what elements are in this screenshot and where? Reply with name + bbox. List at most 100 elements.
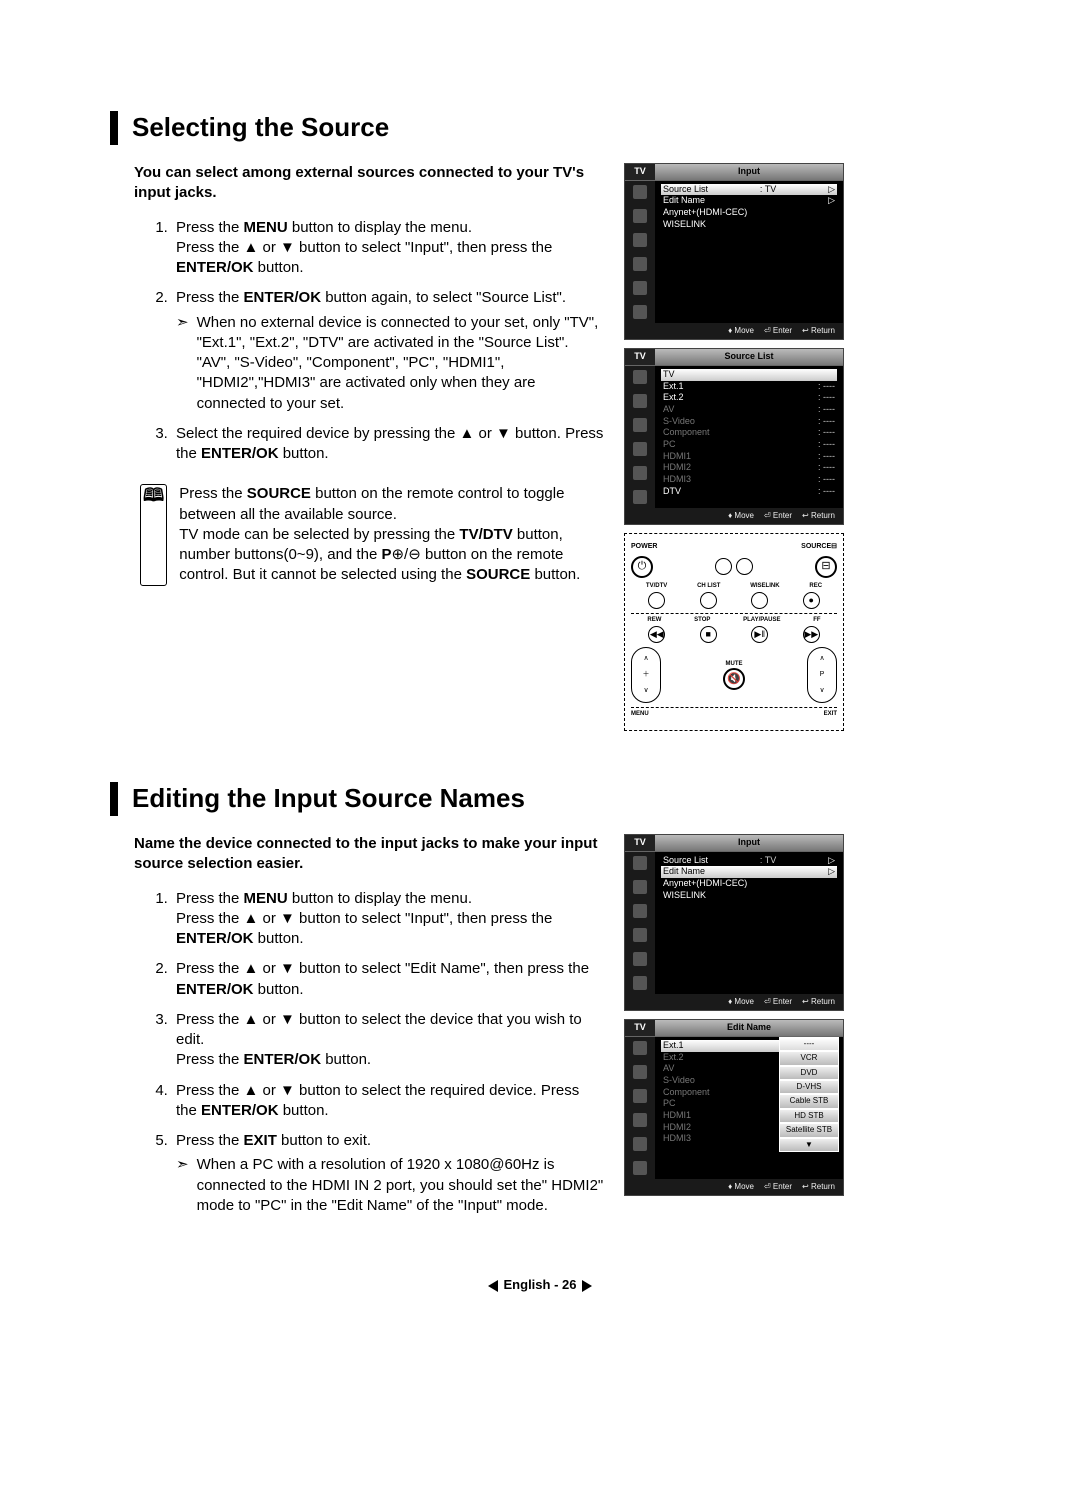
osd-row: Ext.1: ---- xyxy=(661,381,837,393)
ff-button-icon: ▶▶ xyxy=(803,626,820,643)
section-selecting-source: Selecting the Source You can select amon… xyxy=(110,110,970,731)
osd-input-menu-2: TV Input Source List: TV▷ Edit Name▷ Any… xyxy=(624,834,844,1011)
osd-tv-label: TV xyxy=(625,349,655,365)
osd-row-anynet: Anynet+(HDMI-CEC) xyxy=(661,207,837,219)
osd-footer: ♦ Move ⏎ Enter ↩ Return xyxy=(625,508,843,524)
remote-note-icon: 🕮 xyxy=(140,484,167,585)
tvdtv-button-icon xyxy=(648,592,665,609)
step-5: Press the EXIT button to exit. ➣ When a … xyxy=(172,1131,604,1216)
osd-icon-column xyxy=(625,1037,655,1179)
steps-list: Press the MENU button to display the men… xyxy=(134,218,604,465)
exit-label: EXIT xyxy=(824,710,837,718)
osd-row-wiselink: WISELINK xyxy=(661,219,837,231)
remote-note: 🕮 Press the SOURCE button on the remote … xyxy=(134,484,604,585)
playpause-label: PLAY/PAUSE xyxy=(743,616,780,624)
dropdown-item: HD STB xyxy=(779,1109,839,1123)
osd-row-edit-name: Edit Name▷ xyxy=(661,195,837,207)
step-3: Select the required device by pressing t… xyxy=(172,424,604,465)
heading-bar xyxy=(110,111,118,145)
intro-text: Name the device connected to the input j… xyxy=(134,834,604,875)
section-heading: Editing the Input Source Names xyxy=(110,781,970,816)
dropdown-item: ---- xyxy=(779,1037,839,1051)
osd-row: PC: ---- xyxy=(661,439,837,451)
stop-label: STOP xyxy=(694,616,710,624)
step-5-note: When a PC with a resolution of 1920 x 10… xyxy=(197,1155,604,1216)
page-footer: English - 26 xyxy=(110,1276,970,1294)
osd-row: S-Video: ---- xyxy=(661,416,837,428)
osd-title: Edit Name xyxy=(655,1020,843,1036)
step-2: Press the ▲ or ▼ button to select "Edit … xyxy=(172,959,604,1000)
text-column: Name the device connected to the input j… xyxy=(134,834,604,1226)
dropdown-item: D-VHS xyxy=(779,1080,839,1094)
power-label: POWER xyxy=(631,542,657,551)
osd-row: HDMI2: ---- xyxy=(661,462,837,474)
osd-icon-column xyxy=(625,181,655,323)
section-title: Editing the Input Source Names xyxy=(132,781,525,816)
intro-text: You can select among external sources co… xyxy=(134,163,604,204)
osd-row: DTV: ---- xyxy=(661,486,837,498)
osd-source-list: TV Source List TV Ext.1: ---- Ext.2: ---… xyxy=(624,348,844,525)
program-rocker-icon: ∧ P ∨ xyxy=(807,647,837,703)
osd-row: HDMI1: ---- xyxy=(661,451,837,463)
osd-row: HDMI3: ---- xyxy=(661,474,837,486)
osd-tv-label: TV xyxy=(625,164,655,180)
menu-label: MENU xyxy=(631,710,649,718)
steps-list: Press the MENU button to display the men… xyxy=(134,889,604,1217)
play-button-icon: ▶‖ xyxy=(751,626,768,643)
osd-footer: ♦ Move ⏎ Enter ↩ Return xyxy=(625,994,843,1010)
osd-edit-name: TV Edit Name Ext.1: Ext.2: AV: S-Video: … xyxy=(624,1019,844,1196)
dropdown-item: DVD xyxy=(779,1066,839,1080)
step-3: Press the ▲ or ▼ button to select the de… xyxy=(172,1010,604,1071)
wiselink-button-icon xyxy=(751,592,768,609)
osd-row: Edit Name▷ xyxy=(661,866,837,878)
dropdown-item: VCR xyxy=(779,1051,839,1065)
osd-row: Component: ---- xyxy=(661,427,837,439)
osd-title: Input xyxy=(655,835,843,851)
osd-row: Ext.2: ---- xyxy=(661,392,837,404)
osd-footer: ♦ Move ⏎ Enter ↩ Return xyxy=(625,323,843,339)
note-arrow-icon: ➣ xyxy=(176,1155,189,1216)
volume-rocker-icon: ∧ ＋ ∨ xyxy=(631,647,661,703)
osd-tv-label: TV xyxy=(625,1020,655,1036)
section-editing-names: Editing the Input Source Names Name the … xyxy=(110,781,970,1226)
osd-tv-label: TV xyxy=(625,835,655,851)
tvdtv-label: TV/DTV xyxy=(646,582,667,590)
rew-label: REW xyxy=(647,616,661,624)
osd-title: Input xyxy=(655,164,843,180)
section-heading: Selecting the Source xyxy=(110,110,970,145)
rew-button-icon: ◀◀ xyxy=(648,626,665,643)
rec-button-icon: ● xyxy=(803,592,820,609)
text-column: You can select among external sources co… xyxy=(134,163,604,731)
step-2-note: When no external device is connected to … xyxy=(197,313,604,414)
osd-title: Source List xyxy=(655,349,843,365)
osd-row: Anynet+(HDMI-CEC) xyxy=(661,878,837,890)
small-button-icon xyxy=(736,558,753,575)
note-arrow-icon: ➣ xyxy=(176,313,189,414)
rec-label: REC xyxy=(809,582,822,590)
osd-row: AV: ---- xyxy=(661,404,837,416)
osd-row: WISELINK xyxy=(661,890,837,902)
osd-icon-column xyxy=(625,366,655,508)
osd-icon-column xyxy=(625,852,655,994)
heading-bar xyxy=(110,782,118,816)
section-title: Selecting the Source xyxy=(132,110,389,145)
step-2: Press the ENTER/OK button again, to sele… xyxy=(172,288,604,414)
remote-note-body: Press the SOURCE button on the remote co… xyxy=(179,484,604,585)
power-button-icon: ⏻ xyxy=(631,556,653,578)
stop-button-icon: ■ xyxy=(700,626,717,643)
step-4: Press the ▲ or ▼ button to select the re… xyxy=(172,1081,604,1122)
source-button-icon: ⊟ xyxy=(815,556,837,578)
step-1: Press the MENU button to display the men… xyxy=(172,218,604,279)
osd-input-menu: TV Input Source List: TV▷ Edit Name▷ xyxy=(624,163,844,340)
chlist-button-icon xyxy=(700,592,717,609)
ff-label: FF xyxy=(813,616,820,624)
screens-column: TV Input Source List: TV▷ Edit Name▷ xyxy=(624,163,844,731)
dropdown-scroll-icon: ▼ xyxy=(779,1138,839,1152)
osd-row: TV xyxy=(661,369,837,381)
remote-diagram: POWER SOURCE⊟ ⏻ ⊟ TV/DTV CH LIST WISELIN… xyxy=(624,533,844,731)
step-1: Press the MENU button to display the men… xyxy=(172,889,604,950)
mute-button-icon: 🔇 xyxy=(723,668,745,690)
osd-row-source-list: Source List: TV▷ xyxy=(661,184,837,196)
osd-row: Source List: TV▷ xyxy=(661,855,837,867)
dropdown-item: Satellite STB xyxy=(779,1123,839,1137)
